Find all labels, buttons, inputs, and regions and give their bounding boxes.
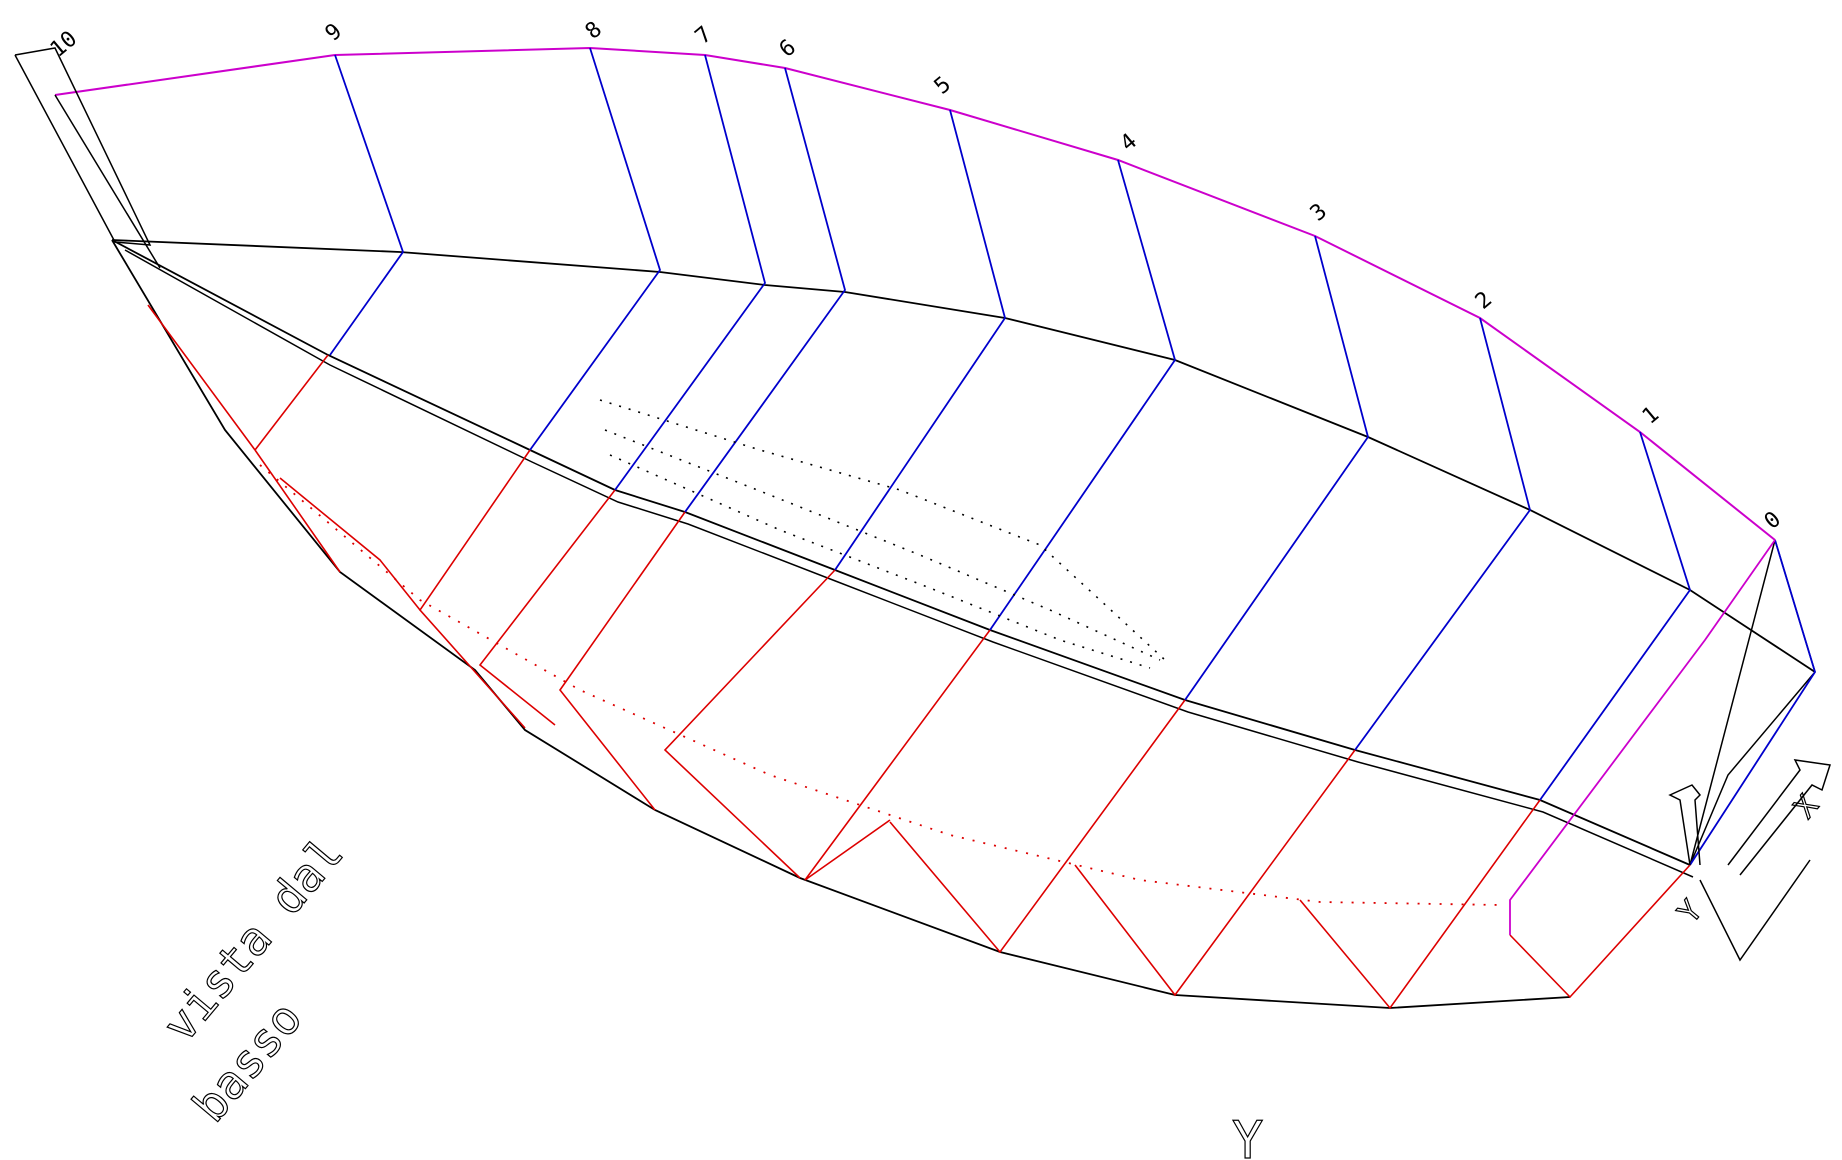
station-label-9: 9	[321, 19, 347, 47]
lower-frames	[147, 304, 1691, 1010]
lower-frame-3	[889, 699, 1186, 954]
lower-frame-7	[478, 489, 616, 726]
station-label-1: 1	[1638, 402, 1664, 430]
transom-sheer	[1509, 539, 1776, 935]
axis-arrow-y	[1668, 784, 1702, 866]
upper-frame-5	[834, 109, 1006, 571]
axis-label-right: X	[1787, 789, 1825, 825]
station-label-3: 3	[1306, 199, 1332, 227]
lower-frame-9	[254, 354, 329, 451]
upper-frame-2	[1354, 317, 1531, 751]
axis-label-bottom: Y	[1232, 1111, 1263, 1160]
lower-frame-bow-1	[147, 304, 256, 451]
lower-frame-2	[1074, 749, 1356, 997]
lower-frame-5	[663, 569, 836, 879]
station-label-5: 5	[930, 72, 956, 100]
axis-label-left: Y	[1671, 894, 1709, 930]
lower-frame-1	[1299, 799, 1541, 1010]
stem-outline	[14, 47, 152, 246]
deck-edge-line	[111, 239, 1816, 673]
upper-frame-3	[1184, 235, 1369, 701]
lower-frame-bow-2	[254, 449, 341, 573]
lower-frame-bow-3	[279, 477, 421, 611]
chine-line	[111, 239, 1691, 866]
hidden-line-mid	[604, 429, 1161, 661]
hidden-line-keel	[259, 464, 1501, 906]
lower-frame-4	[804, 629, 991, 881]
station-label-4: 4	[1116, 129, 1142, 157]
station-label-7: 7	[691, 22, 717, 50]
lower-frame-0	[1509, 864, 1691, 999]
axis-arrow-x	[1727, 759, 1831, 876]
axis-triad	[1668, 759, 1831, 962]
lower-frame-8	[418, 449, 531, 729]
upper-frame-7	[614, 54, 766, 491]
hidden-line-upper	[599, 399, 1166, 661]
hidden-line-lower	[609, 454, 1151, 669]
station-label-2: 2	[1471, 287, 1497, 315]
upper-frame-1	[1539, 431, 1691, 801]
lower-frame-6	[559, 511, 686, 811]
sheer-line	[54, 46, 1776, 541]
upper-frame-0	[1689, 539, 1816, 866]
stem-inner-line	[54, 94, 161, 269]
station-label-10: 10	[46, 26, 82, 62]
station-label-8: 8	[581, 17, 607, 45]
upper-frames	[329, 47, 1816, 866]
chine-line-inner	[124, 249, 1694, 878]
upper-frame-6	[684, 67, 846, 513]
station-label-6: 6	[775, 35, 801, 63]
upper-frame-8	[529, 47, 661, 451]
axis-frame	[1699, 859, 1811, 962]
upper-frame-9	[329, 54, 405, 356]
upper-frame-4	[989, 159, 1176, 631]
